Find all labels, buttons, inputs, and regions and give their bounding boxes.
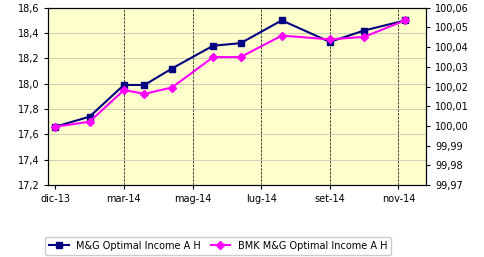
M&G Optimal Income A H [238, 42, 243, 45]
M&G Optimal Income A H [327, 40, 333, 43]
BMK M&G Optimal Income A H [87, 120, 92, 123]
BMK M&G Optimal Income A H [327, 38, 333, 41]
M&G Optimal Income A H [402, 19, 408, 22]
M&G Optimal Income A H [210, 44, 216, 47]
M&G Optimal Income A H [87, 115, 92, 118]
M&G Optimal Income A H [279, 19, 285, 22]
BMK M&G Optimal Income A H [169, 86, 175, 89]
BMK M&G Optimal Income A H [238, 56, 243, 59]
BMK M&G Optimal Income A H [279, 34, 285, 37]
Legend: M&G Optimal Income A H, BMK M&G Optimal Income A H: M&G Optimal Income A H, BMK M&G Optimal … [45, 237, 392, 255]
Line: BMK M&G Optimal Income A H: BMK M&G Optimal Income A H [52, 17, 408, 130]
BMK M&G Optimal Income A H [361, 35, 367, 38]
M&G Optimal Income A H [361, 29, 367, 32]
BMK M&G Optimal Income A H [121, 88, 127, 91]
BMK M&G Optimal Income A H [402, 19, 408, 22]
BMK M&G Optimal Income A H [210, 56, 216, 59]
BMK M&G Optimal Income A H [142, 92, 148, 95]
M&G Optimal Income A H [121, 84, 127, 87]
BMK M&G Optimal Income A H [52, 125, 58, 128]
Line: M&G Optimal Income A H: M&G Optimal Income A H [52, 17, 408, 130]
M&G Optimal Income A H [52, 125, 58, 128]
M&G Optimal Income A H [142, 84, 148, 87]
M&G Optimal Income A H [169, 67, 175, 70]
